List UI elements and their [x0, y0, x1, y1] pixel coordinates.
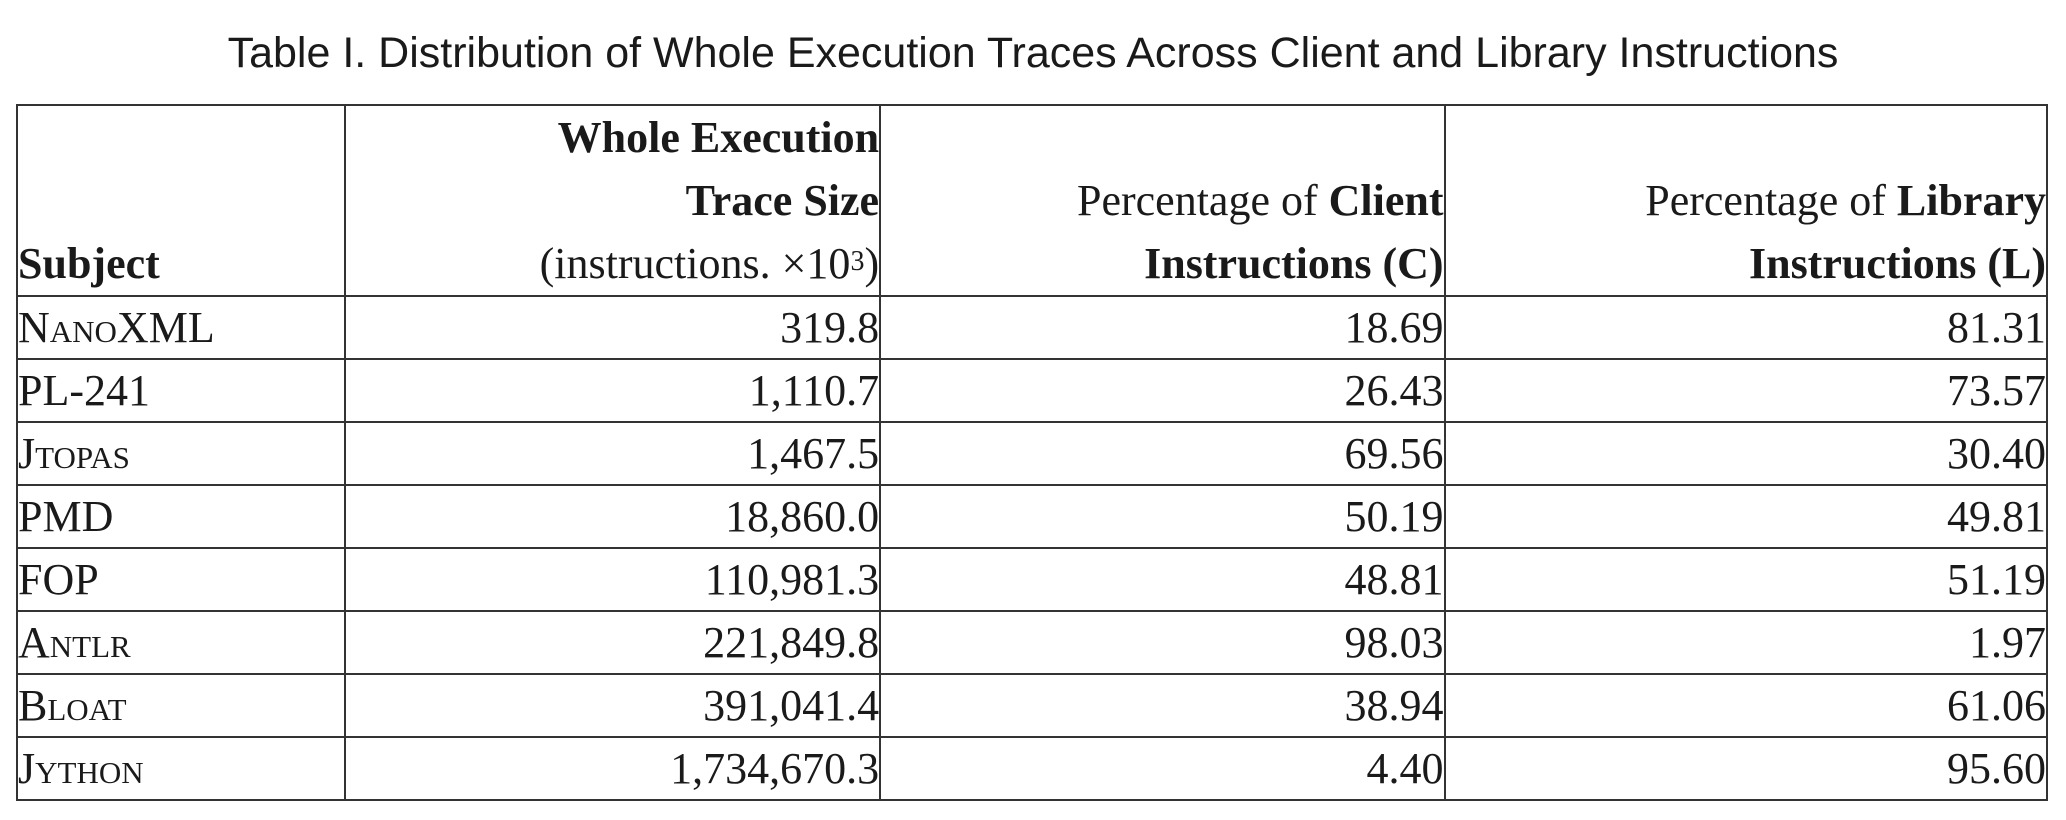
- results-table: Subject Whole Execution Trace Size (inst…: [16, 104, 2049, 801]
- trace-size-unit-suffix: ): [864, 239, 880, 288]
- cell-subject: Jtopas: [16, 421, 346, 486]
- trace-size-header-line1: Whole Execution: [557, 113, 880, 162]
- cell-subject: PMD: [16, 484, 346, 549]
- table-row: Antlr 221,849.8 98.03 1.97: [16, 610, 2049, 675]
- cell-client-percent: 69.56: [879, 421, 1446, 486]
- cell-subject: Antlr: [16, 610, 346, 675]
- cell-trace-size: 319.8: [343, 295, 882, 360]
- client-header-bold2: Instructions (C): [1144, 239, 1444, 288]
- cell-library-percent: 51.19: [1443, 547, 2049, 612]
- cell-trace-size: 221,849.8: [343, 610, 882, 675]
- column-header-trace-size: Whole Execution Trace Size (instructions…: [343, 104, 882, 297]
- client-header-bold1: Client: [1328, 176, 1444, 225]
- table-row: Jtopas 1,467.5 69.56 30.40: [16, 421, 2049, 486]
- cell-library-percent: 61.06: [1443, 673, 2049, 738]
- table-row: PL-241 1,110.7 26.43 73.57: [16, 358, 2049, 423]
- cell-trace-size: 18,860.0: [343, 484, 882, 549]
- table-row: Bloat 391,041.4 38.94 61.06: [16, 673, 2049, 738]
- cell-client-percent: 38.94: [879, 673, 1446, 738]
- library-header-prefix: Percentage of: [1645, 176, 1897, 225]
- cell-client-percent: 98.03: [879, 610, 1446, 675]
- column-header-library: Percentage of Library Instructions (L): [1443, 104, 2049, 297]
- trace-size-unit-prefix: (instructions. ×10: [539, 239, 851, 288]
- cell-subject: FOP: [16, 547, 346, 612]
- table-row: FOP 110,981.3 48.81 51.19: [16, 547, 2049, 612]
- cell-trace-size: 391,041.4: [343, 673, 882, 738]
- cell-client-percent: 18.69: [879, 295, 1446, 360]
- cell-subject: Jython: [16, 736, 346, 801]
- header-row: Subject Whole Execution Trace Size (inst…: [16, 104, 2049, 297]
- cell-subject: PL-241: [16, 358, 346, 423]
- cell-trace-size: 1,110.7: [343, 358, 882, 423]
- cell-client-percent: 48.81: [879, 547, 1446, 612]
- cell-trace-size: 110,981.3: [343, 547, 882, 612]
- cell-subject: NanoXML: [16, 295, 346, 360]
- table-row: NanoXML 319.8 18.69 81.31: [16, 295, 2049, 360]
- cell-subject: Bloat: [16, 673, 346, 738]
- cell-client-percent: 26.43: [879, 358, 1446, 423]
- subject-header-label: Subject: [18, 239, 160, 288]
- trace-size-header-unit: (instructions. ×103): [540, 239, 879, 288]
- client-header-prefix: Percentage of: [1077, 176, 1329, 225]
- cell-library-percent: 73.57: [1443, 358, 2049, 423]
- cell-library-percent: 1.97: [1443, 610, 2049, 675]
- cell-client-percent: 50.19: [879, 484, 1446, 549]
- cell-client-percent: 4.40: [879, 736, 1446, 801]
- cell-library-percent: 49.81: [1443, 484, 2049, 549]
- library-header-bold2: Instructions (L): [1748, 239, 2046, 288]
- trace-size-header-line2: Trace Size: [685, 176, 880, 225]
- table-row: Jython 1,734,670.3 4.40 95.60: [16, 736, 2049, 801]
- column-header-client: Percentage of Client Instructions (C): [879, 104, 1446, 297]
- library-header-bold1: Library: [1896, 176, 2046, 225]
- cell-library-percent: 95.60: [1443, 736, 2049, 801]
- trace-size-unit-exponent: 3: [850, 246, 865, 277]
- table-caption: Table I. Distribution of Whole Execution…: [227, 29, 1839, 77]
- cell-trace-size: 1,467.5: [343, 421, 882, 486]
- column-header-subject: Subject: [16, 104, 346, 297]
- cell-library-percent: 30.40: [1443, 421, 2049, 486]
- table-row: PMD 18,860.0 50.19 49.81: [16, 484, 2049, 549]
- cell-trace-size: 1,734,670.3: [343, 736, 882, 801]
- cell-library-percent: 81.31: [1443, 295, 2049, 360]
